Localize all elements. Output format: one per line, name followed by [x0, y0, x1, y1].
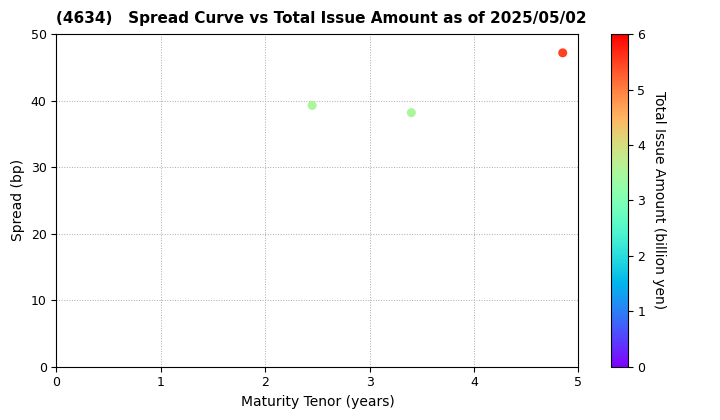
Text: (4634)   Spread Curve vs Total Issue Amount as of 2025/05/02: (4634) Spread Curve vs Total Issue Amoun… [56, 11, 587, 26]
Point [405, 109, 417, 116]
Y-axis label: Total Issue Amount (billion yen): Total Issue Amount (billion yen) [652, 92, 666, 310]
Point [557, 50, 569, 56]
X-axis label: Maturity Tenor (years): Maturity Tenor (years) [240, 395, 395, 409]
Point [307, 102, 318, 109]
Y-axis label: Spread (bp): Spread (bp) [11, 159, 25, 242]
